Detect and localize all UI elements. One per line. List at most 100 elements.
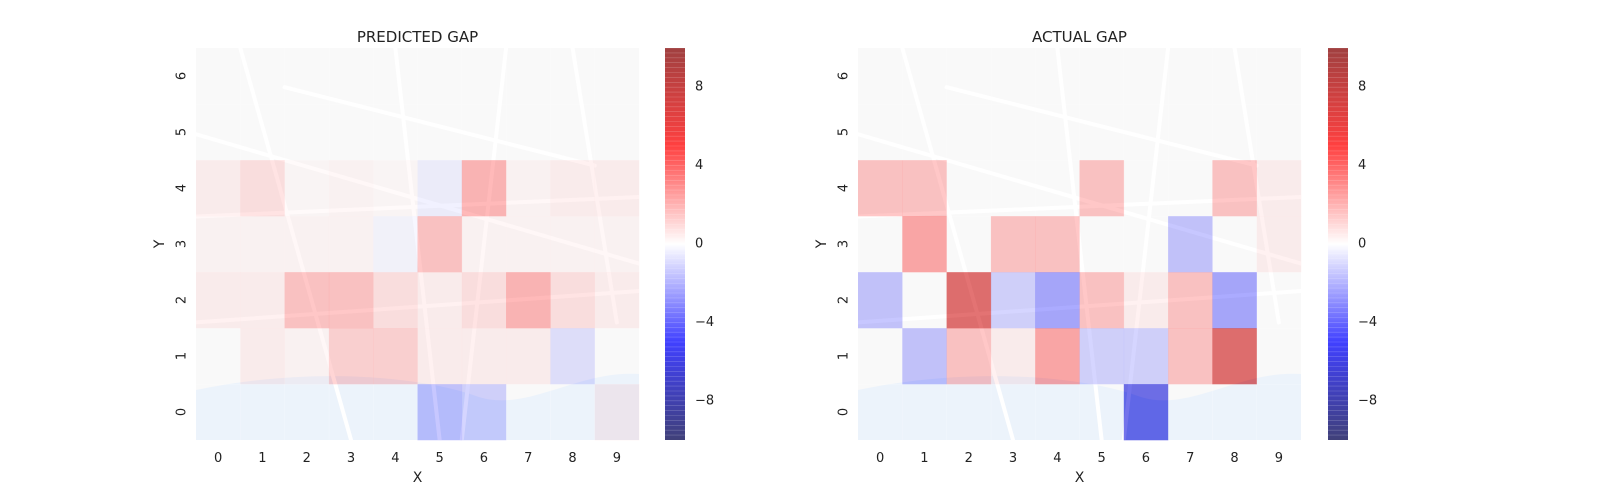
- cell-x3-y0: [328, 384, 374, 441]
- cell-x0-y6: [196, 48, 241, 105]
- cell-x7-y6: [1168, 48, 1213, 105]
- x-tick-label: 4: [391, 451, 399, 466]
- cell-x6-y2: [461, 272, 507, 329]
- cell-x5-y4: [417, 160, 463, 217]
- colorbar: 8 4 0 −4 −8: [665, 47, 714, 440]
- cell-x9-y6: [594, 48, 640, 105]
- colorbar-gradient: [665, 48, 685, 440]
- cell-x7-y6: [506, 48, 551, 105]
- y-tick-label: 6: [837, 72, 852, 80]
- x-axis-label: X: [413, 470, 423, 486]
- colorbar-tick-label: 0: [695, 237, 703, 252]
- cell-x8-y5: [550, 104, 595, 161]
- cell-x0-y4: [196, 160, 241, 217]
- cell-x7-y0: [1168, 384, 1213, 441]
- x-tick-label: 0: [214, 451, 222, 466]
- cell-x0-y2: [196, 272, 241, 329]
- y-tick-label: 5: [175, 128, 190, 136]
- cell-x1-y0: [902, 384, 947, 441]
- cell-x8-y6: [550, 48, 595, 105]
- y-tick-label: 3: [175, 240, 190, 248]
- cell-x9-y0: [1256, 384, 1302, 441]
- cell-x4-y6: [373, 48, 418, 105]
- colorbar-tick-label: 4: [1358, 158, 1366, 173]
- cell-x5-y1: [417, 328, 463, 385]
- cell-x4-y5: [1035, 104, 1080, 161]
- cell-x9-y6: [1256, 48, 1302, 105]
- cell-x9-y4: [594, 160, 640, 217]
- cell-x6-y0: [1123, 384, 1169, 441]
- y-tick-label: 2: [175, 296, 190, 304]
- cell-x6-y3: [1123, 216, 1169, 273]
- cell-x9-y3: [1256, 216, 1302, 273]
- cell-x1-y4: [240, 160, 285, 217]
- cell-x3-y4: [328, 160, 374, 217]
- cell-x9-y5: [594, 104, 640, 161]
- cell-x0-y1: [196, 328, 241, 385]
- cell-x1-y5: [902, 104, 947, 161]
- cell-x7-y4: [506, 160, 551, 217]
- cell-x4-y4: [373, 160, 418, 217]
- cell-x4-y2: [1035, 272, 1080, 329]
- cell-x5-y5: [1079, 104, 1125, 161]
- colorbar-gradient: [1328, 48, 1348, 440]
- cell-x1-y6: [240, 48, 285, 105]
- cell-x3-y6: [328, 48, 374, 105]
- cell-x9-y2: [1256, 272, 1302, 329]
- cell-x4-y0: [373, 384, 418, 441]
- cell-x6-y5: [1123, 104, 1169, 161]
- cell-x7-y1: [506, 328, 551, 385]
- cell-x6-y5: [461, 104, 507, 161]
- cell-x9-y1: [594, 328, 640, 385]
- cell-x8-y3: [1212, 216, 1257, 273]
- cell-x0-y2: [858, 272, 903, 329]
- cell-x6-y0: [461, 384, 507, 441]
- y-tick-label: 6: [175, 72, 190, 80]
- cell-x2-y6: [284, 48, 330, 105]
- colorbar-tick-label: 8: [1358, 80, 1366, 95]
- chart-1: ACTUAL GAP 0 1 2 3 4 5 6 7 8 9 0 1 2 3 4 5 6 X Y 8 4 0 −4 −8: [814, 28, 1377, 486]
- x-tick-label: 7: [524, 451, 532, 466]
- cell-x2-y3: [284, 216, 330, 273]
- x-tick-label: 8: [1230, 451, 1238, 466]
- cell-x3-y4: [990, 160, 1036, 217]
- y-tick-label: 2: [837, 296, 852, 304]
- cell-x0-y6: [858, 48, 903, 105]
- cell-x1-y3: [240, 216, 285, 273]
- cell-x8-y3: [550, 216, 595, 273]
- x-tick-label: 2: [965, 451, 973, 466]
- cell-x9-y4: [1256, 160, 1302, 217]
- x-tick-label: 0: [876, 451, 884, 466]
- cell-x6-y6: [461, 48, 507, 105]
- cell-x9-y2: [594, 272, 640, 329]
- cell-x1-y3: [902, 216, 947, 273]
- cell-x8-y1: [550, 328, 595, 385]
- cell-x2-y5: [284, 104, 330, 161]
- cell-x6-y1: [1123, 328, 1169, 385]
- cell-x8-y6: [1212, 48, 1257, 105]
- cell-x7-y3: [1168, 216, 1213, 273]
- cell-x3-y5: [990, 104, 1036, 161]
- y-tick-label: 4: [837, 184, 852, 192]
- cell-x4-y1: [373, 328, 418, 385]
- colorbar-tick-label: −8: [695, 393, 714, 408]
- cell-x0-y5: [196, 104, 241, 161]
- cell-x5-y2: [417, 272, 463, 329]
- cell-x5-y5: [417, 104, 463, 161]
- cell-x5-y1: [1079, 328, 1125, 385]
- cell-x5-y0: [417, 384, 463, 441]
- x-tick-label: 3: [347, 451, 355, 466]
- cell-x5-y0: [1079, 384, 1125, 441]
- y-tick-label: 4: [175, 184, 190, 192]
- x-tick-label: 1: [920, 451, 928, 466]
- cell-x7-y5: [1168, 104, 1213, 161]
- cell-x3-y1: [990, 328, 1036, 385]
- x-axis-label: X: [1075, 470, 1085, 486]
- colorbar-tick-label: 8: [695, 80, 703, 95]
- y-axis-label: Y: [152, 239, 168, 249]
- cell-x1-y2: [902, 272, 947, 329]
- cell-x6-y4: [1123, 160, 1169, 217]
- cell-x4-y3: [373, 216, 418, 273]
- cell-x1-y1: [240, 328, 285, 385]
